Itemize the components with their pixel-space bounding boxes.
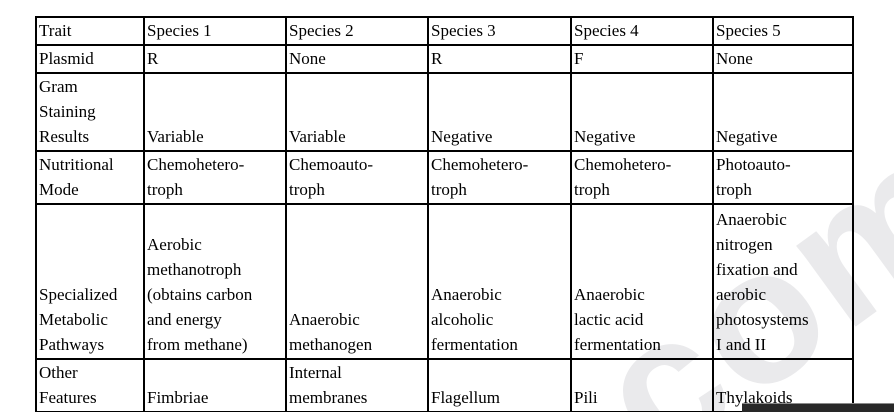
- column-header-species-1: Species 1: [144, 17, 286, 45]
- value-cell: Variable: [144, 73, 286, 151]
- column-header-species-4: Species 4: [571, 17, 713, 45]
- table-row-other-features: Other Features Fimbriae Internal membran…: [36, 359, 853, 412]
- value-cell: Chemohetero- troph: [428, 151, 571, 204]
- value-cell: Negative: [571, 73, 713, 151]
- value-cell: Anaerobic lactic acid fermentation: [571, 204, 713, 359]
- value-cell: Fimbriae: [144, 359, 286, 412]
- column-header-species-5: Species 5: [713, 17, 853, 45]
- value-cell: Variable: [286, 73, 428, 151]
- value-cell: Negative: [428, 73, 571, 151]
- table-header-row: Trait Species 1 Species 2 Species 3 Spec…: [36, 17, 853, 45]
- trait-cell: Specialized Metabolic Pathways: [36, 204, 144, 359]
- value-cell: R: [428, 45, 571, 73]
- value-cell: Anaerobic methanogen: [286, 204, 428, 359]
- value-cell: None: [713, 45, 853, 73]
- value-cell: Chemohetero- troph: [144, 151, 286, 204]
- column-header-species-2: Species 2: [286, 17, 428, 45]
- value-cell: Photoauto- troph: [713, 151, 853, 204]
- value-cell: Anaerobic alcoholic fermentation: [428, 204, 571, 359]
- value-cell: Chemoauto- troph: [286, 151, 428, 204]
- trait-cell: Gram Staining Results: [36, 73, 144, 151]
- value-cell: Negative: [713, 73, 853, 151]
- value-cell: Pili: [571, 359, 713, 412]
- trait-cell: Other Features: [36, 359, 144, 412]
- value-cell: Anaerobic nitrogen fixation and aerobic …: [713, 204, 853, 359]
- trait-cell: Nutritional Mode: [36, 151, 144, 204]
- value-cell: F: [571, 45, 713, 73]
- table-row-specialized-metabolic: Specialized Metabolic Pathways Aerobic m…: [36, 204, 853, 359]
- table-row-gram-staining: Gram Staining Results Variable Variable …: [36, 73, 853, 151]
- value-cell: Internal membranes: [286, 359, 428, 412]
- table-row-nutritional-mode: Nutritional Mode Chemohetero- troph Chem…: [36, 151, 853, 204]
- value-cell: Flagellum: [428, 359, 571, 412]
- value-cell: R: [144, 45, 286, 73]
- window-edge-bar: [742, 403, 894, 412]
- table-row-plasmid: Plasmid R None R F None: [36, 45, 853, 73]
- trait-cell: Plasmid: [36, 45, 144, 73]
- species-traits-table: Trait Species 1 Species 2 Species 3 Spec…: [35, 16, 854, 412]
- value-cell: Aerobic methanotroph (obtains carbon and…: [144, 204, 286, 359]
- column-header-species-3: Species 3: [428, 17, 571, 45]
- value-cell: None: [286, 45, 428, 73]
- column-header-trait: Trait: [36, 17, 144, 45]
- value-cell: Chemohetero- troph: [571, 151, 713, 204]
